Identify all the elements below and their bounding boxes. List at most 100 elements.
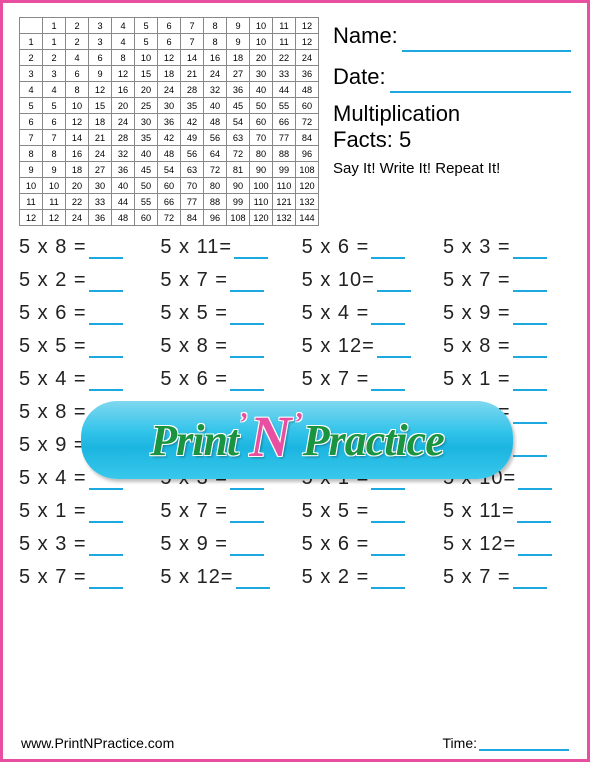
problem: 5 x 6 =: [160, 368, 288, 391]
problem-text: 5 x 1 =: [443, 368, 511, 391]
name-line[interactable]: [402, 32, 571, 52]
answer-line[interactable]: [513, 571, 547, 589]
answer-line[interactable]: [230, 538, 264, 556]
problem-text: 5 x 7 =: [443, 566, 511, 589]
problem: 5 x 12=: [443, 533, 571, 556]
problem-text: 5 x 3 =: [443, 236, 511, 259]
answer-line[interactable]: [89, 274, 123, 292]
problem-text: 5 x 1 =: [19, 500, 87, 523]
time-line[interactable]: [479, 735, 569, 751]
problem-row: 5 x 3 = 5 x 9 = 5 x 6 = 5 x 12=: [19, 533, 571, 556]
answer-line[interactable]: [89, 373, 123, 391]
logo-tick-left: ’: [238, 408, 247, 440]
top-section: 1234567891011121123456789101112224681012…: [19, 17, 571, 226]
problem-text: 5 x 8 =: [160, 335, 228, 358]
title-line1: Multiplication: [333, 101, 571, 127]
worksheet-page: 1234567891011121123456789101112224681012…: [0, 0, 590, 762]
answer-line[interactable]: [371, 571, 405, 589]
problem: 5 x 5 =: [302, 500, 430, 523]
name-label: Name:: [333, 19, 398, 52]
footer: www.PrintNPractice.com Time:: [21, 735, 569, 751]
problem: 5 x 3 =: [19, 533, 147, 556]
answer-line[interactable]: [517, 505, 551, 523]
problem: 5 x 8 =: [443, 335, 571, 358]
answer-line[interactable]: [513, 439, 547, 457]
problem-text: 5 x 6 =: [302, 533, 370, 556]
answer-line[interactable]: [230, 340, 264, 358]
problem: 5 x 1 =: [19, 500, 147, 523]
problem: 5 x 8 =: [19, 236, 147, 259]
problem-text: 5 x 7 =: [302, 368, 370, 391]
answer-line[interactable]: [377, 274, 411, 292]
answer-line[interactable]: [89, 571, 123, 589]
answer-line[interactable]: [234, 241, 268, 259]
problem: 5 x 7 =: [302, 368, 430, 391]
problem-text: 5 x 10=: [302, 269, 375, 292]
header-panel: Name: Date: Multiplication Facts: 5 Say …: [333, 17, 571, 226]
problem-text: 5 x 4 =: [302, 302, 370, 325]
problem-text: 5 x 5 =: [302, 500, 370, 523]
problem: 5 x 7 =: [19, 566, 147, 589]
tagline: Say It! Write It! Repeat It!: [333, 158, 571, 181]
date-label: Date:: [333, 60, 386, 93]
logo-word2: Practice: [303, 415, 444, 466]
answer-line[interactable]: [513, 241, 547, 259]
answer-line[interactable]: [513, 340, 547, 358]
answer-line[interactable]: [236, 571, 270, 589]
answer-line[interactable]: [371, 505, 405, 523]
logo-word1: Print: [150, 415, 238, 466]
problem-row: 5 x 1 =5 x 7 =5 x 5 =5 x 11=: [19, 500, 571, 523]
answer-line[interactable]: [518, 538, 552, 556]
answer-line[interactable]: [513, 406, 547, 424]
answer-line[interactable]: [230, 505, 264, 523]
time-field: Time:: [443, 735, 569, 751]
answer-line[interactable]: [371, 538, 405, 556]
answer-line[interactable]: [230, 373, 264, 391]
problem-text: 5 x 8 =: [19, 401, 87, 424]
answer-line[interactable]: [371, 373, 405, 391]
problem-text: 5 x 11=: [443, 500, 515, 523]
answer-line[interactable]: [513, 307, 547, 325]
answer-line[interactable]: [513, 274, 547, 292]
problem-text: 5 x 9 =: [19, 434, 87, 457]
multiplication-reference-table: 1234567891011121123456789101112224681012…: [19, 17, 319, 226]
problem-row: 5 x 5 =5 x 8 =5 x 12=5 x 8 =: [19, 335, 571, 358]
problem-text: 5 x 6 =: [160, 368, 228, 391]
problem-text: 5 x 9 =: [443, 302, 511, 325]
problem-text: 5 x 6 =: [19, 302, 87, 325]
answer-line[interactable]: [518, 472, 552, 490]
answer-line[interactable]: [89, 538, 123, 556]
problem-text: 5 x 7 =: [160, 269, 228, 292]
problem-text: 5 x 2 =: [302, 566, 370, 589]
answer-line[interactable]: [89, 241, 123, 259]
answer-line[interactable]: [89, 307, 123, 325]
answer-line[interactable]: [371, 241, 405, 259]
date-line[interactable]: [390, 73, 571, 93]
answer-line[interactable]: [89, 505, 123, 523]
problem: 5 x 9 =: [443, 302, 571, 325]
problem-text: 5 x 11=: [160, 236, 232, 259]
problem: 5 x 6 =: [302, 533, 430, 556]
answer-line[interactable]: [230, 307, 264, 325]
problem-row: 5 x 2 =5 x 7 =5 x 10=5 x 7 =: [19, 269, 571, 292]
problem-text: 5 x 5 =: [19, 335, 87, 358]
answer-line[interactable]: [89, 340, 123, 358]
answer-line[interactable]: [230, 274, 264, 292]
problem: 5 x 4 =: [302, 302, 430, 325]
problem: 5 x 11=: [443, 500, 571, 523]
problem-row: 5 x 8 =5 x 11=5 x 6 =5 x 3 =: [19, 236, 571, 259]
logo-n: N: [249, 403, 291, 470]
answer-line[interactable]: [371, 307, 405, 325]
date-field: Date:: [333, 60, 571, 93]
watermark-logo: Print ’ N ’ Practice: [81, 401, 513, 479]
problem-text: 5 x 7 =: [19, 566, 87, 589]
problem: 5 x 1 =: [443, 368, 571, 391]
answer-line[interactable]: [513, 373, 547, 391]
problem-text: 5 x 2 =: [19, 269, 87, 292]
problem-text: 5 x 9 =: [160, 533, 228, 556]
answer-line[interactable]: [377, 340, 411, 358]
problem: 5 x 11=: [160, 236, 288, 259]
problem-text: 5 x 4 =: [19, 467, 87, 490]
problem-text: 5 x 12=: [160, 566, 233, 589]
problem: 5 x 9 =: [160, 533, 288, 556]
